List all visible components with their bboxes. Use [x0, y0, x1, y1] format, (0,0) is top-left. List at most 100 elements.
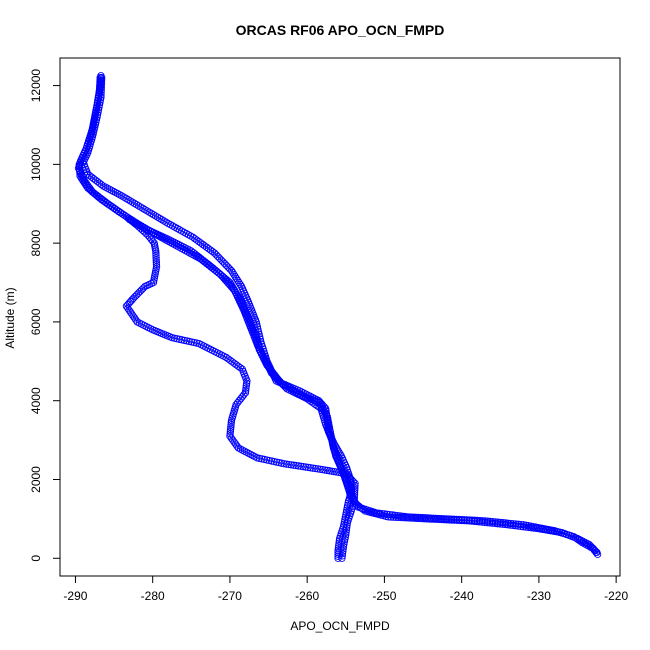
data-point	[143, 207, 151, 215]
data-point	[425, 515, 434, 523]
data-point	[132, 200, 141, 209]
data-point	[94, 96, 102, 105]
data-point	[514, 522, 522, 530]
data-point	[242, 382, 250, 390]
data-point	[79, 176, 87, 184]
data-point	[306, 464, 315, 472]
y-axis: 0 2000 4000 6000 8000 10000 12000	[29, 69, 61, 562]
data-point	[430, 515, 439, 523]
data-point	[96, 79, 105, 87]
data-point	[530, 524, 538, 532]
data-point	[96, 81, 104, 90]
x-tick-label: -250	[372, 589, 396, 603]
data-point	[335, 537, 343, 545]
y-axis-label: Altitude (m)	[3, 287, 17, 348]
data-point	[478, 518, 486, 526]
data-point	[305, 396, 313, 404]
data-point	[82, 182, 91, 190]
data-point	[415, 514, 423, 523]
data-point	[440, 516, 449, 524]
data-point	[294, 462, 303, 470]
data-point	[236, 280, 244, 289]
data-point	[80, 178, 88, 186]
data-point	[334, 548, 342, 557]
data-point	[302, 463, 310, 471]
data-point	[524, 523, 533, 532]
data-point	[242, 379, 251, 388]
data-point	[287, 461, 295, 469]
data-point	[141, 206, 149, 214]
data-point	[532, 524, 540, 533]
data-point	[338, 554, 346, 562]
data-point	[94, 91, 103, 100]
data-point	[397, 513, 405, 522]
axes: -290 -280 -270 -260 -250 -240 -230 -220 0 2000 400…	[29, 57, 628, 603]
plot-area	[74, 72, 602, 562]
data-point	[123, 213, 131, 221]
data-point	[139, 204, 147, 213]
data-point	[412, 514, 421, 523]
data-point	[438, 515, 446, 524]
data-point	[335, 539, 343, 547]
data-point	[455, 516, 464, 525]
data-point	[334, 546, 342, 555]
x-tick-label: -270	[218, 589, 242, 603]
data-point	[137, 203, 145, 211]
chart-title: ORCAS RF06 APO_OCN_FMPD	[236, 22, 445, 38]
data-point	[473, 517, 481, 526]
data-point	[97, 74, 105, 82]
data-point	[453, 516, 461, 524]
data-point	[309, 464, 317, 472]
data-point	[232, 274, 241, 283]
data-point	[527, 524, 535, 532]
data-point	[314, 465, 322, 473]
data-point	[151, 212, 160, 220]
data-point	[226, 430, 234, 438]
data-point	[410, 514, 418, 522]
data-point	[162, 218, 170, 226]
x-tick-label: -240	[450, 589, 474, 603]
data-point	[76, 172, 84, 180]
data-point	[476, 518, 484, 526]
data-point	[134, 202, 143, 210]
data-point	[517, 522, 525, 531]
data-point	[463, 517, 471, 525]
y-tick-label: 0	[29, 555, 43, 562]
x-axis: -290 -280 -270 -260 -250 -240 -230 -220	[63, 575, 628, 603]
data-point	[334, 554, 342, 562]
data-point	[522, 523, 530, 531]
data-point	[242, 386, 250, 395]
data-point	[334, 552, 342, 560]
data-point	[158, 216, 166, 224]
y-tick-label: 6000	[29, 308, 43, 335]
data-point	[234, 399, 242, 407]
data-point	[229, 269, 237, 277]
data-point	[124, 195, 132, 204]
data-point	[486, 519, 494, 527]
data-point	[335, 534, 344, 543]
data-point	[93, 101, 101, 109]
data-point	[230, 270, 238, 279]
y-tick-label: 2000	[29, 466, 43, 493]
x-tick-label: -290	[63, 589, 87, 603]
data-point	[443, 516, 451, 524]
data-point	[304, 463, 312, 472]
x-tick-label: -260	[295, 589, 319, 603]
data-point	[234, 276, 242, 285]
data-point	[227, 267, 236, 275]
y-tick-label: 12000	[29, 69, 43, 103]
data-point	[122, 194, 130, 203]
data-point	[512, 522, 520, 530]
data-point	[509, 521, 517, 530]
data-point	[96, 77, 105, 85]
data-point	[149, 211, 158, 219]
data-point	[433, 515, 441, 523]
data-point	[131, 218, 139, 226]
data-point	[394, 513, 403, 522]
data-point	[387, 513, 395, 521]
data-point	[97, 72, 105, 80]
data-point	[77, 174, 86, 182]
data-point	[292, 461, 300, 470]
y-tick-label: 8000	[29, 229, 43, 256]
